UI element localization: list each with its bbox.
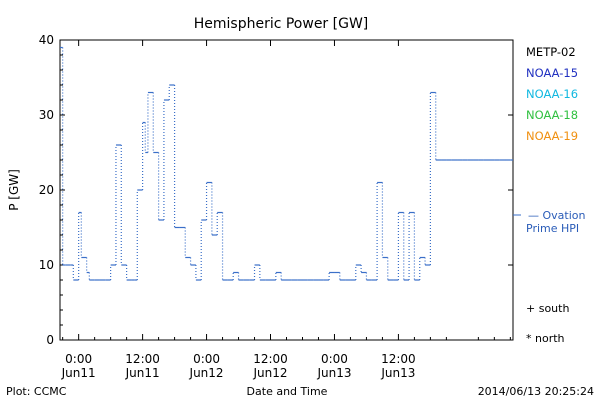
x-tick-time-label: 12:00: [381, 352, 416, 366]
legend-entry: METP-02: [526, 45, 576, 59]
legend-entry: NOAA-16: [526, 87, 578, 101]
y-tick-label: 40: [39, 33, 54, 47]
y-tick-label: 30: [39, 108, 54, 122]
x-tick-date-label: Jun13: [316, 366, 351, 380]
chart-title: Hemispheric Power [GW]: [194, 16, 369, 32]
series-line: [60, 46, 513, 281]
y-axis-label: P [GW]: [7, 169, 21, 211]
y-tick-label: 20: [39, 183, 54, 197]
x-tick-date-label: Jun11: [61, 366, 96, 380]
x-tick-time-label: 12:00: [253, 352, 288, 366]
x-tick-date-label: Jun12: [189, 366, 224, 380]
footer-plot-credit: Plot: CCMC: [6, 385, 67, 398]
legend-entry: NOAA-19: [526, 129, 578, 143]
x-tick-date-label: Jun11: [125, 366, 160, 380]
x-tick-time-label: 0:00: [65, 352, 92, 366]
north-annotation: * north: [526, 332, 565, 345]
y-tick-label: 10: [39, 258, 54, 272]
y-tick-label: 0: [46, 333, 54, 347]
x-tick-time-label: 0:00: [193, 352, 220, 366]
plot-frame: [59, 39, 514, 341]
series-layer: [60, 46, 513, 281]
legend-entry: NOAA-15: [526, 66, 578, 80]
ovation-label-line1: — Ovation: [528, 209, 586, 222]
x-tick-date-label: Jun13: [380, 366, 415, 380]
x-tick-time-label: 12:00: [125, 352, 160, 366]
ovation-label-line2: Prime HPI: [526, 222, 579, 235]
legend: METP-02 NOAA-15 NOAA-16 NOAA-18 NOAA-19: [526, 45, 578, 143]
legend-entry: NOAA-18: [526, 108, 578, 122]
x-tick-time-label: 0:00: [321, 352, 348, 366]
x-tick-date-label: Jun12: [252, 366, 287, 380]
x-axis-label: Date and Time: [247, 385, 328, 398]
y-axis: 0 10 20 30 40: [39, 33, 513, 347]
south-annotation: + south: [526, 302, 569, 315]
x-axis: 0:00Jun1112:00Jun110:00Jun1212:00Jun120:…: [61, 40, 511, 380]
footer-timestamp: 2014/06/13 20:25:24: [478, 385, 594, 398]
